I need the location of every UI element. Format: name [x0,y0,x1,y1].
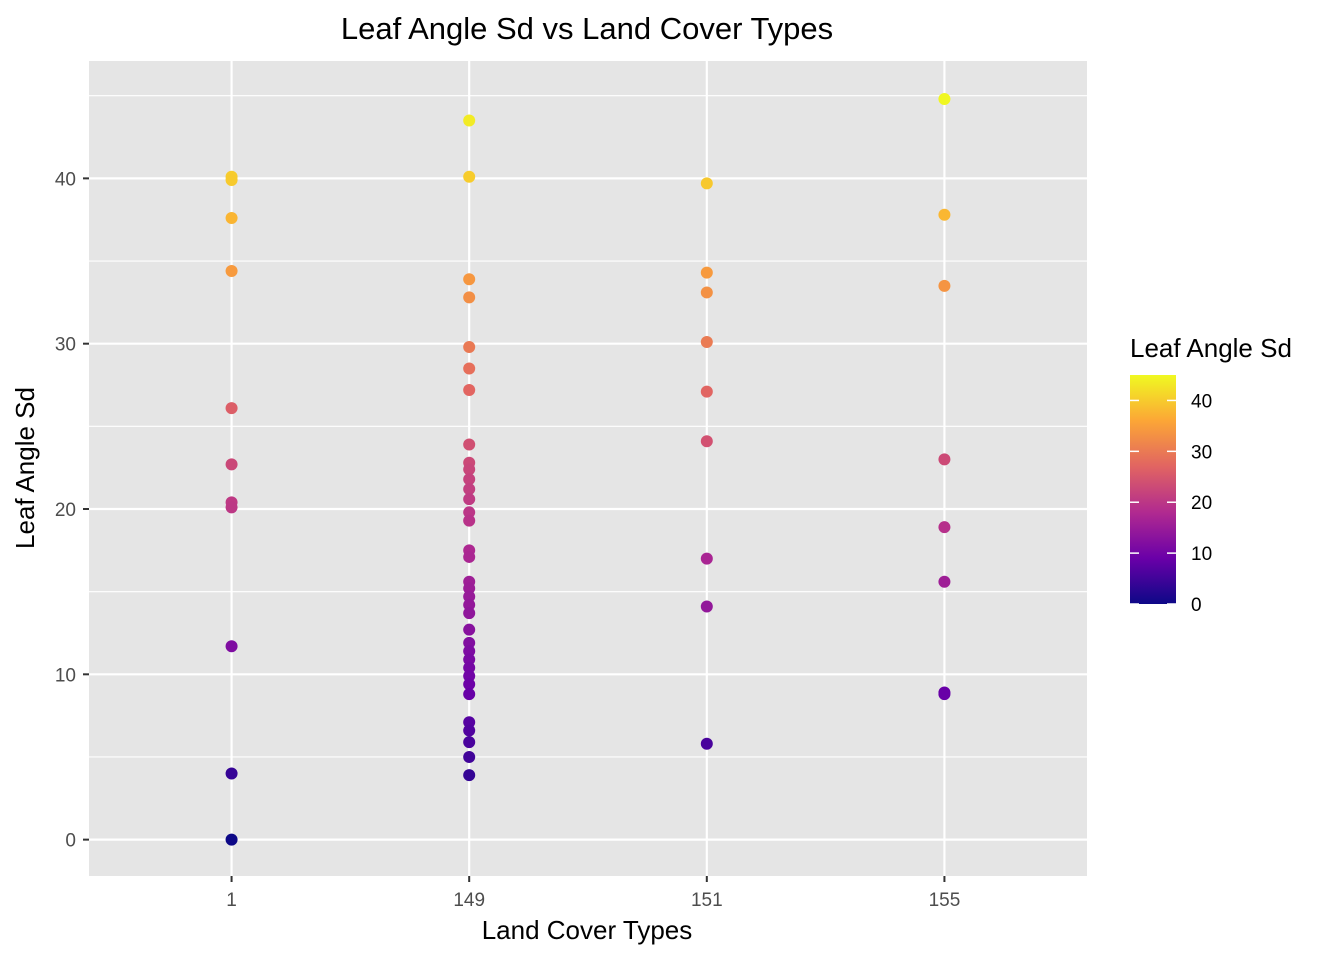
data-point [463,493,476,506]
data-point [700,737,713,750]
data-point [938,575,951,588]
legend-tick-label: 40 [1191,391,1212,412]
data-point [700,385,713,398]
data-point [463,769,476,782]
data-point [700,177,713,190]
data-point [700,600,713,613]
data-point [225,501,238,514]
x-axis-title: Land Cover Types [482,915,693,945]
data-point [463,483,476,496]
y-axis-title: Leaf Angle Sd [10,387,40,549]
legend-tick-label: 30 [1191,442,1212,463]
data-point [463,463,476,476]
data-point [938,453,951,466]
data-point [463,688,476,701]
data-point [463,607,476,620]
data-point [225,264,238,277]
data-point [463,645,476,658]
x-tick-label: 155 [929,890,961,911]
data-point [463,506,476,519]
chart-title: Leaf Angle Sd vs Land Cover Types [341,11,833,46]
data-point [463,438,476,451]
data-point [463,550,476,563]
x-axis-ticks: 1 149 151 155 [226,876,960,911]
data-point [463,582,476,595]
y-tick-label: 40 [55,169,76,190]
legend-tick-label: 20 [1191,493,1212,514]
data-point [463,383,476,396]
data-points [225,93,951,846]
data-point [463,636,476,649]
legend-title: Leaf Angle Sd [1130,333,1292,363]
legend-tick-label: 0 [1191,595,1202,616]
plot-panel [89,61,1087,876]
data-point [463,340,476,353]
legend-colorbar [1130,375,1176,604]
data-point [463,750,476,763]
data-point [225,767,238,780]
x-tick-label: 151 [691,890,723,911]
data-point [463,623,476,636]
data-point [938,688,951,701]
legend-tick-label: 10 [1191,544,1212,565]
legend-ticks: 0 10 20 30 40 [1130,391,1212,616]
data-point [463,590,476,603]
data-point [463,170,476,183]
data-point [463,724,476,737]
data-point [700,286,713,299]
data-point [700,266,713,279]
legend: Leaf Angle Sd 0 10 20 30 40 [1130,333,1292,616]
data-point [225,212,238,225]
data-point [463,678,476,691]
data-point [700,552,713,565]
data-point [225,402,238,415]
data-point [225,833,238,846]
data-point [700,336,713,349]
data-point [463,514,476,527]
data-point [225,640,238,653]
y-tick-label: 10 [55,665,76,686]
y-tick-label: 30 [55,335,76,356]
data-point [463,114,476,127]
data-point [463,291,476,304]
data-point [225,458,238,471]
data-point [938,279,951,292]
data-point [463,716,476,729]
data-point [938,93,951,106]
data-point [938,208,951,221]
y-axis-ticks: 0 10 20 30 40 [55,169,89,852]
y-tick-label: 0 [65,831,76,852]
x-tick-label: 1 [226,890,237,911]
data-point [463,598,476,611]
data-point [225,174,238,187]
data-point [463,362,476,375]
data-point [463,473,476,486]
x-tick-label: 149 [453,890,485,911]
data-point [463,736,476,749]
data-point [463,273,476,286]
data-point [938,521,951,534]
y-tick-label: 20 [55,500,76,521]
data-point [463,661,476,674]
data-point [463,653,476,666]
minor-gridlines [89,95,1087,758]
data-point [463,669,476,682]
data-point [700,435,713,448]
